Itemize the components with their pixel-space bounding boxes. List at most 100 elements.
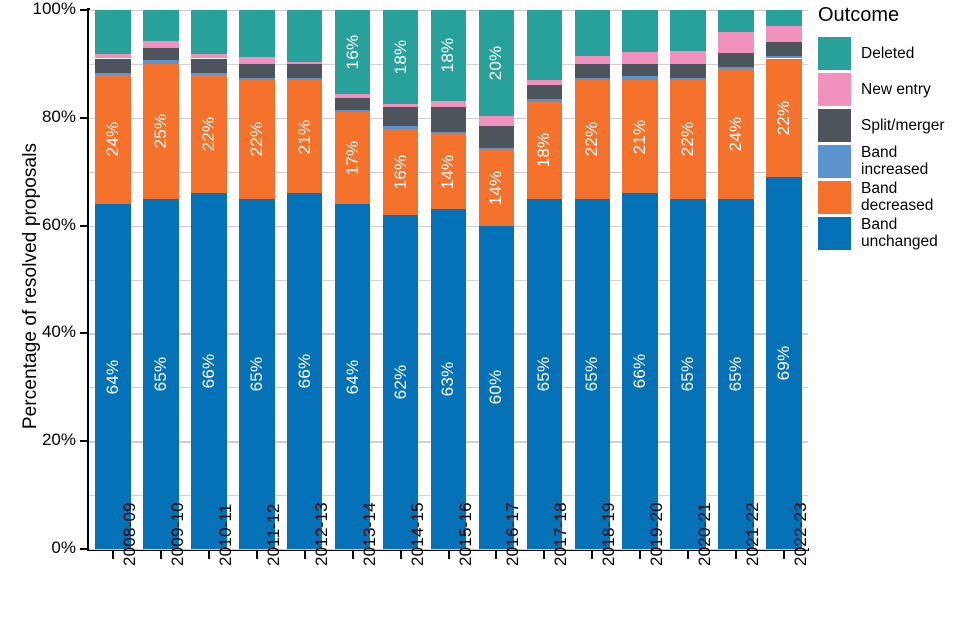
bar-segment-band-unchanged[interactable]: 65% xyxy=(526,198,563,549)
bar-segment-new-entry[interactable] xyxy=(143,41,179,48)
bar-segment-new-entry[interactable] xyxy=(718,31,754,54)
bar-segment-new-entry[interactable] xyxy=(574,56,611,64)
bar-segment-band-increased[interactable] xyxy=(239,77,275,81)
bar-group-2013-14[interactable]: 64% 17% 16% xyxy=(334,10,371,549)
bar-segment-new-entry[interactable] xyxy=(478,115,515,127)
bar-segment-split-merger[interactable] xyxy=(526,85,563,100)
bar-group-2012-13[interactable]: 66% 21% xyxy=(286,10,323,549)
bar-group-2010-11[interactable]: 66% 22% xyxy=(191,10,227,549)
bar-segment-deleted[interactable]: 18% xyxy=(382,10,419,104)
bar-segment-band-unchanged[interactable]: 65% xyxy=(574,198,611,549)
bar-segment-band-decreased[interactable]: 22% xyxy=(239,80,275,199)
bar-segment-deleted[interactable] xyxy=(670,10,706,51)
bar-segment-new-entry[interactable] xyxy=(430,100,467,107)
bar-segment-deleted[interactable] xyxy=(622,10,658,53)
bar-segment-band-increased[interactable] xyxy=(574,77,611,81)
bar-group-2017-18[interactable]: 65% 18% xyxy=(526,10,563,549)
bar-segment-band-decreased[interactable]: 22% xyxy=(191,74,227,194)
legend-item-band-decreased[interactable]: Band decreased xyxy=(818,180,960,214)
bar-segment-split-merger[interactable] xyxy=(430,107,467,132)
bar-segment-deleted[interactable] xyxy=(95,10,131,55)
bar-segment-new-entry[interactable] xyxy=(334,94,371,99)
bar-segment-split-merger[interactable] xyxy=(95,58,131,73)
bar-segment-split-merger[interactable] xyxy=(382,107,419,127)
bar-segment-split-merger[interactable] xyxy=(766,42,802,57)
bar-segment-split-merger[interactable] xyxy=(334,98,371,111)
legend-item-band-unchanged[interactable]: Band unchanged xyxy=(818,216,960,250)
bar-segment-new-entry[interactable] xyxy=(526,80,563,86)
bar-segment-deleted[interactable] xyxy=(766,10,802,27)
bar-segment-split-merger[interactable] xyxy=(286,63,323,78)
bar-group-2009-10[interactable]: 65% 25% xyxy=(143,10,179,549)
bar-segment-band-increased[interactable] xyxy=(143,60,179,64)
bar-group-2014-15[interactable]: 62% 16% 18% xyxy=(382,10,419,549)
bar-group-2016-17[interactable]: 60% 14% 20% xyxy=(478,10,515,549)
bar-segment-new-entry[interactable] xyxy=(191,54,227,59)
bar-segment-band-decreased[interactable]: 18% xyxy=(526,101,563,199)
bar-segment-band-unchanged[interactable]: 65% xyxy=(718,198,754,549)
bar-segment-deleted[interactable] xyxy=(526,10,563,81)
bar-segment-band-decreased[interactable]: 24% xyxy=(718,69,754,199)
bar-segment-split-merger[interactable] xyxy=(191,58,227,73)
bar-segment-band-decreased[interactable]: 16% xyxy=(382,128,419,215)
bar-segment-deleted[interactable] xyxy=(191,10,227,55)
bar-segment-band-decreased[interactable]: 17% xyxy=(334,112,371,205)
bar-segment-band-decreased[interactable]: 21% xyxy=(286,80,323,194)
legend-item-band-increased[interactable]: Band increased xyxy=(818,144,960,178)
bar-segment-deleted[interactable] xyxy=(718,10,754,32)
bar-segment-band-decreased[interactable]: 14% xyxy=(478,150,515,226)
bar-segment-band-unchanged[interactable]: 60% xyxy=(478,225,515,549)
bar-segment-band-increased[interactable] xyxy=(670,77,706,81)
bar-segment-new-entry[interactable] xyxy=(286,61,323,64)
bar-segment-band-decreased[interactable]: 21% xyxy=(622,80,658,194)
bar-segment-band-increased[interactable] xyxy=(191,72,227,75)
bar-segment-deleted[interactable] xyxy=(239,10,275,58)
bar-segment-new-entry[interactable] xyxy=(239,57,275,64)
bar-segment-band-unchanged[interactable]: 65% xyxy=(239,198,275,549)
bar-segment-deleted[interactable] xyxy=(143,10,179,42)
bar-segment-split-merger[interactable] xyxy=(239,63,275,78)
bar-segment-new-entry[interactable] xyxy=(382,103,419,107)
bar-segment-new-entry[interactable] xyxy=(622,52,658,64)
legend-item-split-merger[interactable]: Split/merger xyxy=(818,108,960,142)
bar-segment-split-merger[interactable] xyxy=(622,63,658,77)
bar-segment-band-increased[interactable] xyxy=(766,56,802,59)
bar-group-2018-19[interactable]: 65% 22% xyxy=(574,10,611,549)
bar-segment-band-unchanged[interactable]: 65% xyxy=(670,198,706,549)
bar-segment-band-unchanged[interactable]: 64% xyxy=(334,204,371,549)
bar-segment-deleted[interactable]: 16% xyxy=(334,10,371,95)
bar-segment-band-increased[interactable] xyxy=(382,126,419,129)
bar-segment-band-unchanged[interactable]: 69% xyxy=(766,177,802,549)
bar-segment-deleted[interactable]: 20% xyxy=(478,10,515,116)
bar-segment-band-increased[interactable] xyxy=(430,131,467,134)
bar-segment-band-unchanged[interactable]: 63% xyxy=(430,209,467,549)
bar-segment-band-increased[interactable] xyxy=(718,67,754,70)
bar-group-2008-09[interactable]: 64% 24% xyxy=(95,10,131,549)
bar-segment-band-unchanged[interactable]: 66% xyxy=(622,193,658,549)
bar-segment-band-unchanged[interactable]: 65% xyxy=(143,198,179,549)
bar-segment-band-decreased[interactable]: 22% xyxy=(574,80,611,199)
bar-segment-new-entry[interactable] xyxy=(670,50,706,64)
legend-item-deleted[interactable]: Deleted xyxy=(818,36,960,70)
bar-segment-split-merger[interactable] xyxy=(670,63,706,78)
bar-segment-band-decreased[interactable]: 22% xyxy=(766,58,802,178)
bar-segment-band-decreased[interactable]: 24% xyxy=(95,74,131,205)
bar-segment-band-decreased[interactable]: 22% xyxy=(670,80,706,199)
bar-segment-band-unchanged[interactable]: 66% xyxy=(191,193,227,549)
bar-segment-deleted[interactable] xyxy=(574,10,611,57)
bar-segment-split-merger[interactable] xyxy=(143,47,179,61)
bar-segment-split-merger[interactable] xyxy=(718,53,754,68)
bar-group-2011-12[interactable]: 65% 22% xyxy=(239,10,275,549)
bar-segment-band-increased[interactable] xyxy=(622,76,658,81)
bar-group-2015-16[interactable]: 63% 14% 18% xyxy=(430,10,467,549)
bar-group-2019-20[interactable]: 66% 21% xyxy=(622,10,658,549)
bar-segment-deleted[interactable]: 18% xyxy=(430,10,467,101)
bar-segment-band-increased[interactable] xyxy=(95,72,131,75)
legend-item-new-entry[interactable]: New entry xyxy=(818,72,960,106)
bar-segment-band-increased[interactable] xyxy=(334,110,371,113)
bar-group-2021-22[interactable]: 65% 24% xyxy=(718,10,754,549)
bar-segment-band-increased[interactable] xyxy=(526,99,563,102)
bar-segment-band-increased[interactable] xyxy=(478,147,515,151)
bar-segment-band-unchanged[interactable]: 66% xyxy=(286,193,323,549)
bar-segment-band-decreased[interactable]: 14% xyxy=(430,133,467,210)
